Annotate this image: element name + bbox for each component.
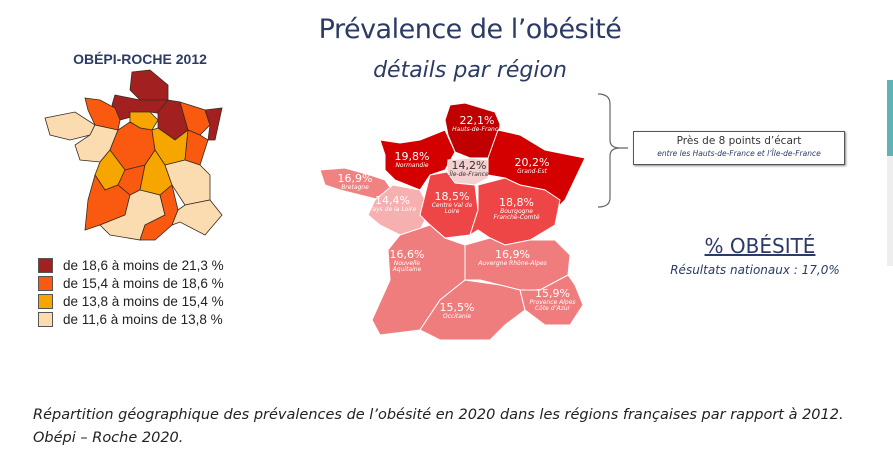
legend-swatch <box>38 311 53 327</box>
legend-item: de 13,8 à moins de 15,4 % <box>38 292 224 310</box>
label-normandie: 19,8% Normandie <box>394 150 430 169</box>
legend-item: de 15,4 à moins de 18,6 % <box>38 274 224 292</box>
map-2020 <box>319 102 586 341</box>
label-auvergne: 16,9% Auvergne Rhône-Alpes <box>478 248 547 267</box>
dept-lorraine <box>179 101 211 136</box>
label-pays-de-la-loire: 14,4% Pays de la Loire <box>368 194 417 213</box>
legend-label: de 13,8 à moins de 15,4 % <box>63 293 224 309</box>
dept-normandie <box>84 97 121 131</box>
label-bretagne: 16,9% Bretagne <box>337 172 373 191</box>
scrollbar-accent <box>887 80 893 156</box>
caption-line1: Répartition géographique des prévalences… <box>33 407 844 423</box>
side-panel <box>887 156 893 266</box>
legend-item: de 18,6 à moins de 21,3 % <box>38 256 224 274</box>
brace <box>597 93 628 208</box>
gap-note-line1: Près de 8 points d’écart <box>676 135 802 147</box>
label-centre: 18,5% Centre Val de Loire <box>431 190 473 215</box>
obesity-title: % OBÉSITÉ <box>704 234 816 258</box>
dept-rhone-alpes <box>164 159 211 206</box>
dept-nord <box>129 69 169 101</box>
dept-paca <box>171 199 223 236</box>
label-ile-de-france: 14,2% Île-de-France <box>449 159 489 178</box>
legend-swatch <box>38 275 53 291</box>
map-2012 <box>44 69 223 241</box>
dept-bretagne <box>44 111 96 141</box>
figure-caption: Répartition géographique des prévalences… <box>33 404 883 450</box>
page-subtitle: détails par région <box>373 58 567 83</box>
legend-label: de 11,6 à moins de 13,8 % <box>63 311 223 327</box>
dept-languedoc <box>139 184 179 241</box>
legend-swatch <box>38 257 53 273</box>
legend-item: de 11,6 à moins de 13,8 % <box>38 310 224 328</box>
map-2012-title: OBÉPI-ROCHE 2012 <box>73 51 207 67</box>
label-nouvelle-aquitaine: 16,6% Nouvelle Aquitaine <box>389 248 425 273</box>
gap-note-line2: entre les Hauts-de-France et l’Île-de-Fr… <box>657 149 821 158</box>
region-normandie <box>379 129 456 191</box>
dept-franche-comte <box>184 129 209 166</box>
region-paca <box>519 274 584 326</box>
label-grand-est: 20,2% Grand-Est <box>514 156 550 175</box>
legend-label: de 18,6 à moins de 21,3 % <box>63 257 224 273</box>
page-title: Prévalence de l’obésité <box>318 14 622 45</box>
label-bourgogne: 18,8% Bourgogne Franche-Comté <box>493 196 540 221</box>
label-hauts-de-france: 22,1% Hauts-de-France <box>452 114 502 133</box>
label-occitanie: 15,5% Occitanie <box>439 301 475 320</box>
dept-alsace <box>204 107 223 141</box>
legend-swatch <box>38 293 53 309</box>
caption-line2: Obépi – Roche 2020. <box>33 430 184 446</box>
national-result: Résultats nationaux : 17,0% <box>670 263 840 277</box>
legend-label: de 15,4 à moins de 18,6 % <box>63 275 224 291</box>
map-2012-legend: de 18,6 à moins de 21,3 % de 15,4 à moin… <box>38 256 224 328</box>
gap-note-box: Près de 8 points d’écart entre les Hauts… <box>633 131 845 165</box>
label-paca: 15,9% Provence Alpes Côte d’Azur <box>529 287 576 312</box>
region-occitanie <box>419 279 526 341</box>
